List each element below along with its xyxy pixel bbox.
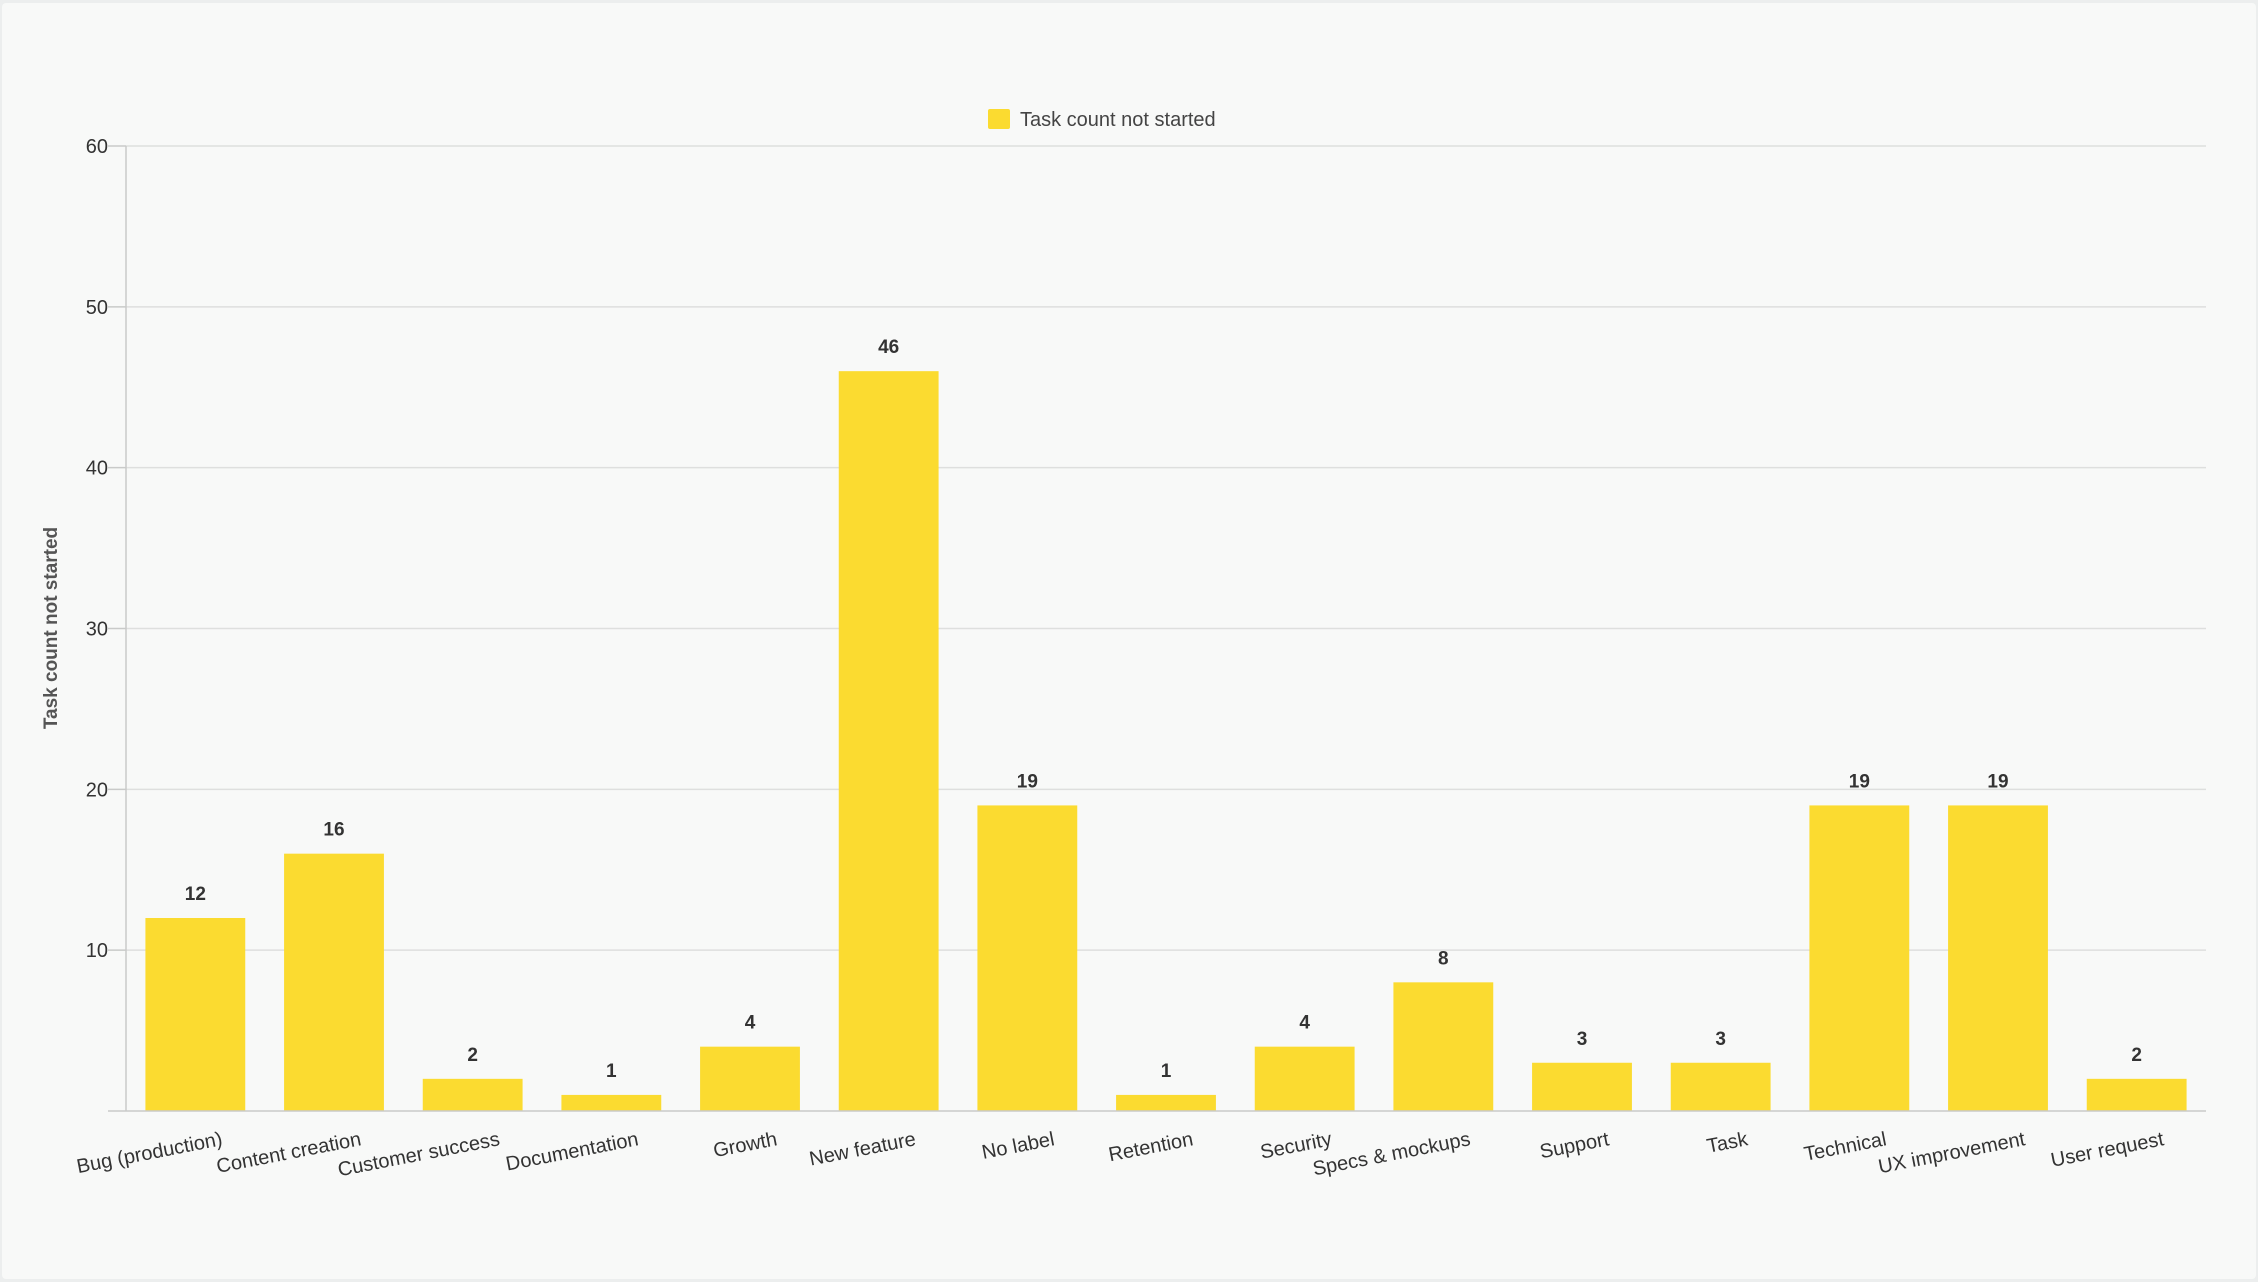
data-label: 2 [2131, 1045, 2142, 1066]
x-tick-label: No label [980, 1128, 1056, 1164]
y-axis-ticks: 10 20 30 40 50 60 [86, 136, 126, 962]
bar-documentation[interactable] [561, 1094, 662, 1111]
data-label: 46 [878, 337, 899, 358]
y-tick-label: 10 [86, 940, 108, 962]
data-label: 4 [745, 1013, 756, 1034]
bar-user-request[interactable] [2086, 1078, 2187, 1111]
x-tick-label: Growth [711, 1128, 778, 1162]
data-label: 3 [1577, 1029, 1588, 1050]
data-label: 4 [1299, 1013, 1310, 1034]
legend-label: Task count not started [1020, 109, 1216, 131]
bar-technical[interactable] [1809, 805, 1910, 1111]
data-label: 19 [1849, 771, 1870, 792]
x-tick-label: Technical [1802, 1128, 1888, 1166]
bar-bug-production-[interactable] [145, 918, 246, 1111]
bar-task[interactable] [1670, 1062, 1771, 1111]
x-tick-label: UX improvement [1877, 1128, 2028, 1178]
x-tick-label: Specs & mockups [1311, 1128, 1472, 1180]
data-label: 12 [185, 884, 206, 905]
bar-ux-improvement[interactable] [1948, 805, 2048, 1111]
data-label: 2 [467, 1045, 478, 1066]
legend-swatch [988, 109, 1010, 129]
bars [145, 371, 2187, 1112]
bar-no-label[interactable] [977, 805, 1078, 1111]
y-tick-label: 50 [86, 297, 108, 319]
data-label: 19 [1017, 771, 1038, 792]
y-axis-title: Task count not started [41, 527, 62, 729]
bar-new-feature[interactable] [838, 371, 939, 1112]
data-label: 1 [1161, 1061, 1172, 1082]
x-tick-label: Retention [1107, 1128, 1195, 1166]
bar-specs-mockups[interactable] [1393, 982, 1494, 1111]
x-axis-categories: Bug (production)Content creationCustomer… [75, 1128, 2166, 1181]
bar-support[interactable] [1532, 1062, 1632, 1111]
bar-security[interactable] [1254, 1046, 1355, 1111]
bar-growth[interactable] [700, 1046, 800, 1111]
bar-content-creation[interactable] [284, 853, 384, 1111]
x-tick-label: Bug (production) [75, 1128, 224, 1178]
x-tick-label: Documentation [504, 1128, 640, 1175]
x-tick-label: New feature [808, 1128, 918, 1170]
y-tick-label: 40 [86, 458, 108, 480]
x-tick-label: User request [2049, 1128, 2166, 1172]
data-label: 8 [1438, 948, 1449, 969]
bar-retention[interactable] [1116, 1094, 1216, 1111]
legend[interactable]: Task count not started [988, 109, 1216, 131]
data-label: 19 [1987, 771, 2008, 792]
data-label: 1 [606, 1061, 617, 1082]
grid-lines [126, 145, 2206, 951]
data-label: 3 [1715, 1029, 1726, 1050]
x-tick-label: Support [1538, 1128, 1611, 1163]
bar-customer-success[interactable] [422, 1078, 523, 1111]
y-tick-label: 60 [86, 136, 108, 158]
x-tick-label: Task [1705, 1128, 1751, 1158]
data-label: 16 [323, 820, 344, 841]
y-tick-label: 30 [86, 619, 108, 641]
data-labels: 12 16 2 1 4 46 19 1 4 8 3 3 19 19 2 [185, 337, 2142, 1082]
x-tick-label: Customer success [336, 1128, 502, 1181]
y-tick-label: 20 [86, 779, 108, 801]
